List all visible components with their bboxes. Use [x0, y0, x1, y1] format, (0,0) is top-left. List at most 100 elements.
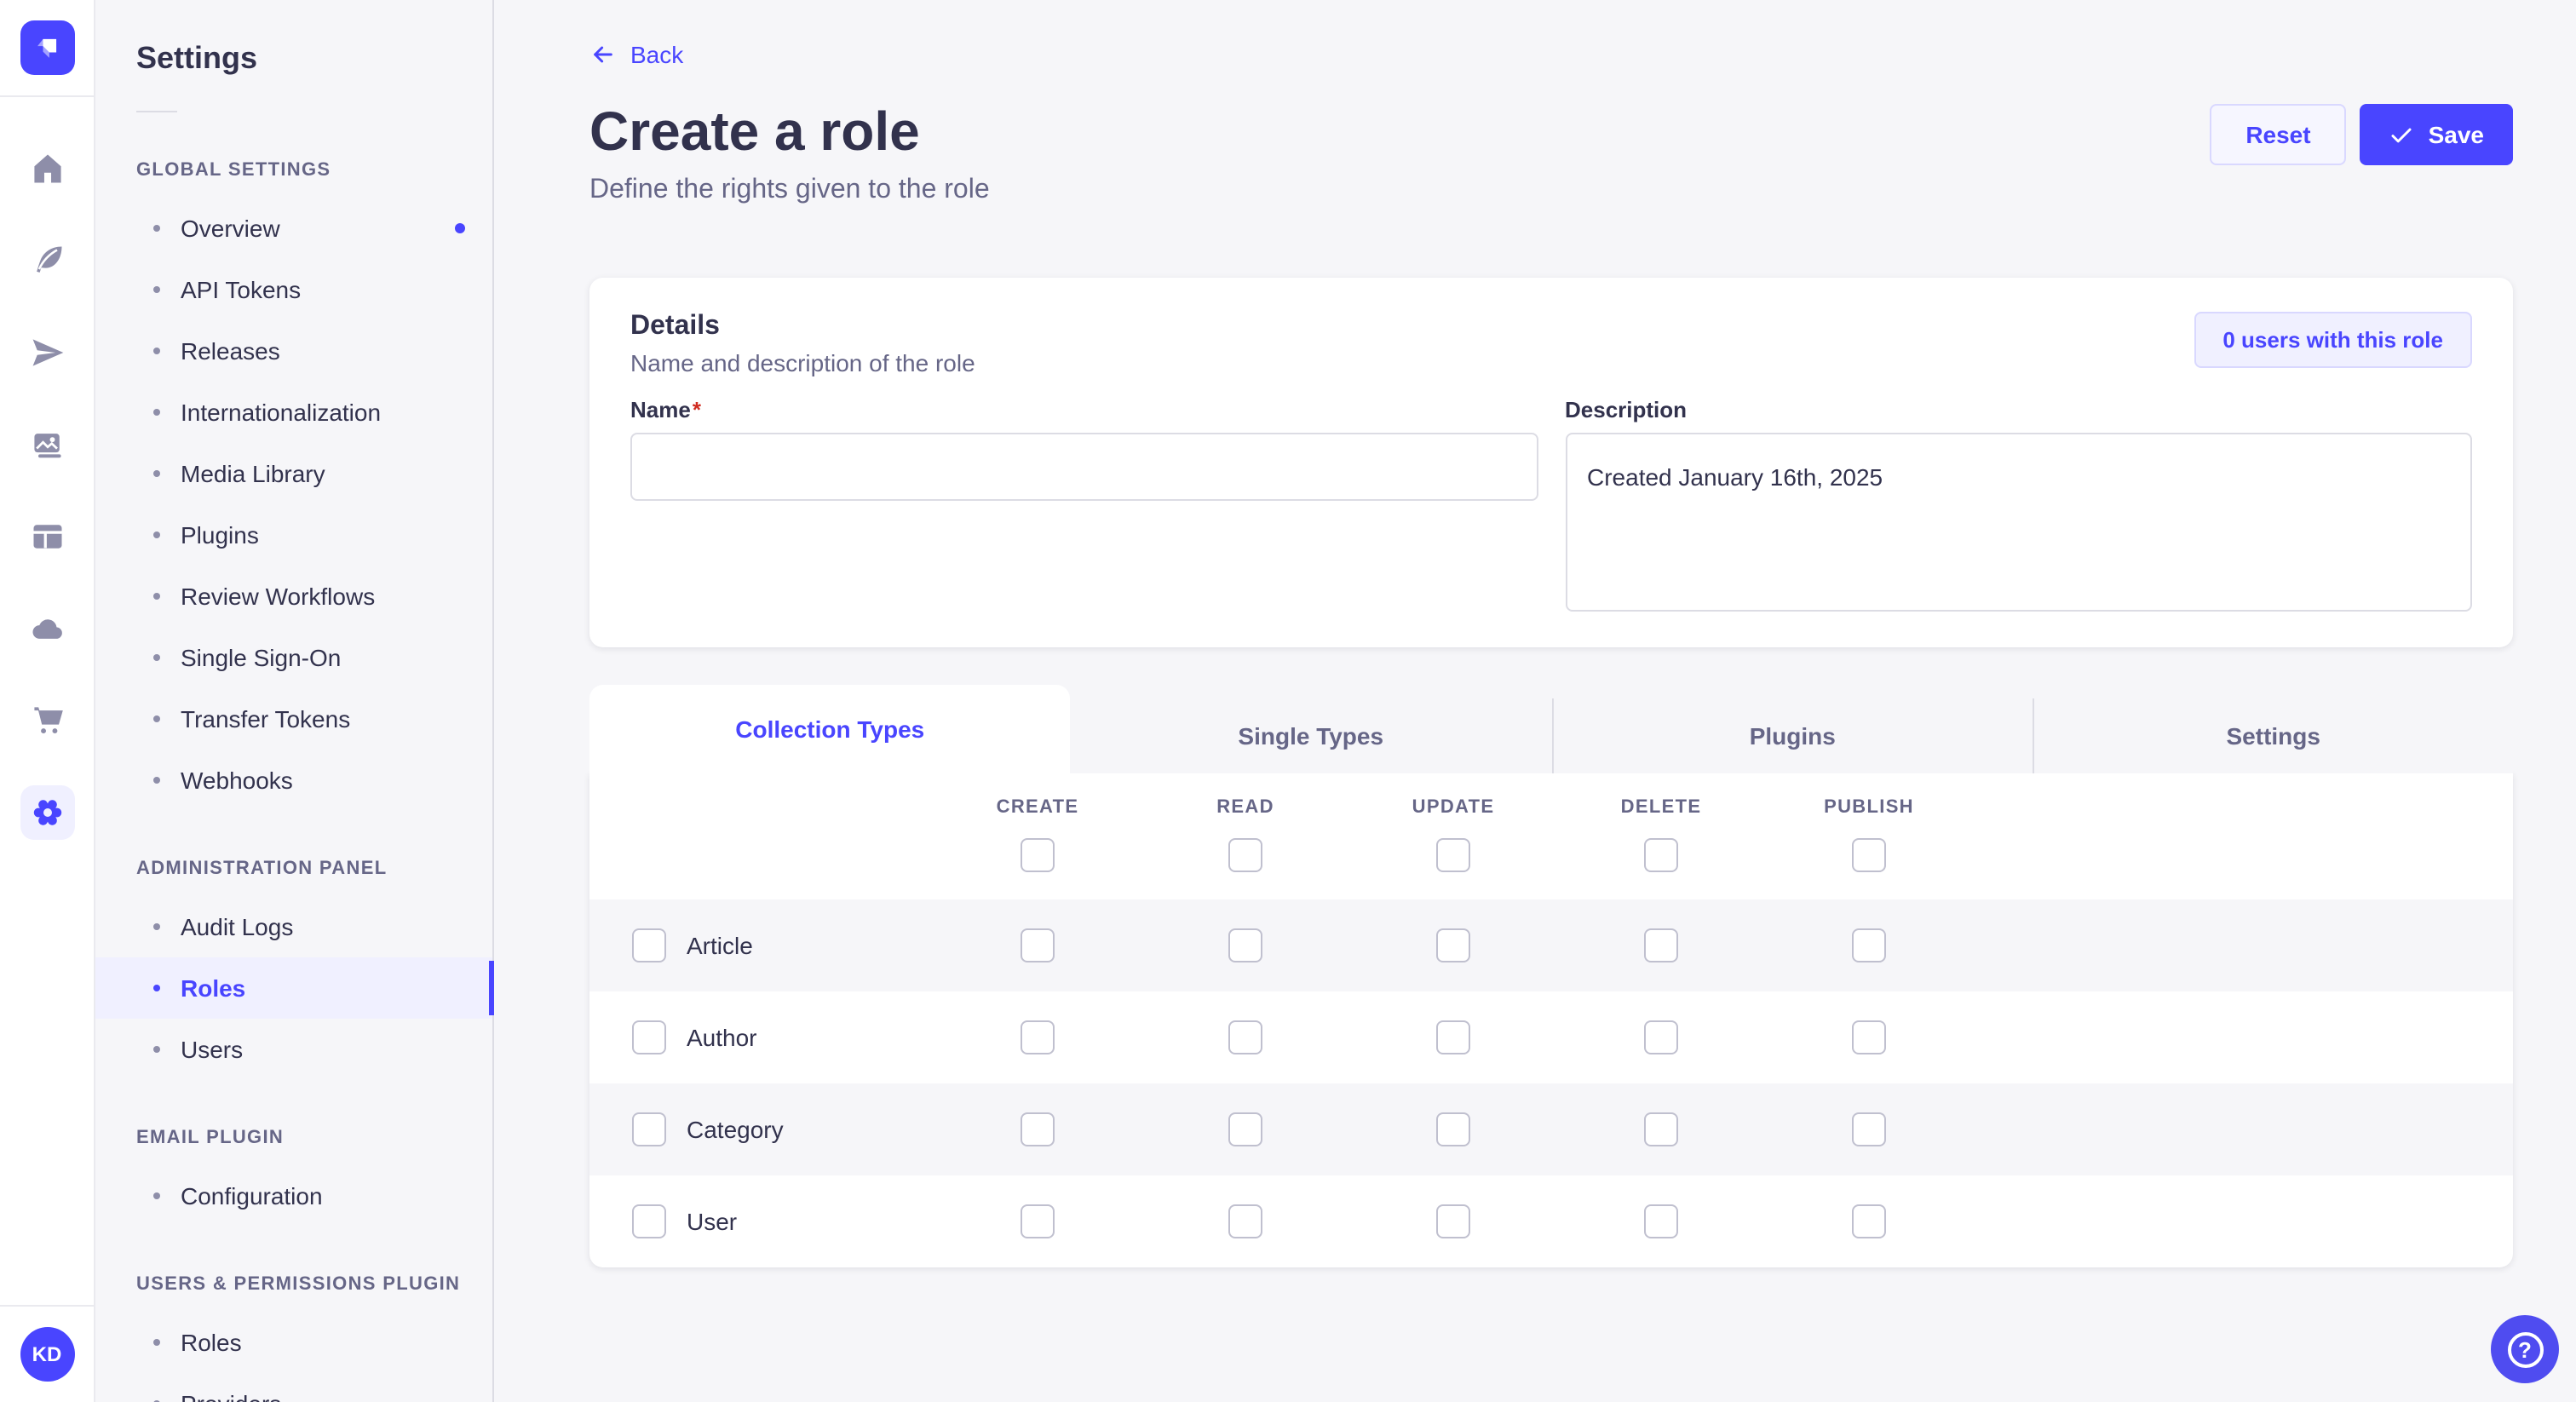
gear-icon[interactable] [20, 785, 74, 840]
section-users-permissions-plugin: USERS & PERMISSIONS PLUGIN [136, 1274, 461, 1295]
notification-dot [455, 223, 465, 233]
author-row-checkbox[interactable] [632, 1020, 666, 1054]
row-label: Author [687, 1024, 757, 1051]
user-row-checkbox[interactable] [632, 1204, 666, 1238]
main-content: Back Create a role Define the rights giv… [494, 0, 2576, 1402]
avatar[interactable]: KD [20, 1327, 74, 1382]
user-read-checkbox[interactable] [1228, 1204, 1262, 1238]
bullet-icon [153, 409, 160, 416]
back-link[interactable]: Back [589, 41, 683, 68]
sidebar-item-media-library[interactable]: Media Library [95, 443, 492, 504]
sidebar-item-single-sign-on[interactable]: Single Sign-On [95, 627, 492, 688]
sidebar-item-providers[interactable]: Providers [95, 1373, 492, 1402]
article-delete-checkbox[interactable] [1644, 928, 1678, 962]
column-header-read: READ [1216, 797, 1274, 818]
sidebar-item-review-workflows[interactable]: Review Workflows [95, 566, 492, 627]
sidebar-item-transfer-tokens[interactable]: Transfer Tokens [95, 688, 492, 750]
table-row-article: Article [589, 899, 2513, 991]
page-subtitle: Define the rights given to the role [589, 175, 990, 204]
arrow-left-icon [594, 46, 612, 63]
tab-single-types[interactable]: Single Types [1070, 698, 1551, 773]
name-input[interactable] [630, 433, 1538, 501]
author-delete-checkbox[interactable] [1644, 1020, 1678, 1054]
author-publish-checkbox[interactable] [1852, 1020, 1886, 1054]
author-create-checkbox[interactable] [1021, 1020, 1055, 1054]
sidebar-item-releases[interactable]: Releases [95, 320, 492, 382]
users-with-role-button[interactable]: 0 users with this role [2194, 312, 2472, 368]
sidebar-divider [136, 111, 177, 112]
home-icon[interactable] [20, 141, 74, 196]
category-create-checkbox[interactable] [1021, 1112, 1055, 1146]
cloud-icon[interactable] [20, 601, 74, 656]
category-publish-checkbox[interactable] [1852, 1112, 1886, 1146]
sidebar-item-roles-up[interactable]: Roles [95, 1312, 492, 1373]
page-title: Create a role [589, 101, 920, 162]
permissions-header: CREATE READ UPDATE DELETE PUBLISH [589, 773, 2513, 899]
required-asterisk: * [692, 397, 701, 422]
article-publish-checkbox[interactable] [1852, 928, 1886, 962]
select-all-delete-checkbox[interactable] [1644, 838, 1678, 872]
user-update-checkbox[interactable] [1436, 1204, 1470, 1238]
section-global-settings: GLOBAL SETTINGS [136, 160, 331, 181]
cart-icon[interactable] [20, 693, 74, 748]
table-row-user: User [589, 1175, 2513, 1267]
sidebar-item-roles-admin[interactable]: Roles [95, 957, 494, 1019]
bullet-icon [153, 1400, 160, 1402]
bullet-icon [153, 348, 160, 354]
details-card: Details Name and description of the role… [589, 278, 2513, 647]
bullet-icon [153, 985, 160, 991]
select-all-create-checkbox[interactable] [1021, 838, 1055, 872]
author-read-checkbox[interactable] [1228, 1020, 1262, 1054]
help-button[interactable]: ? [2491, 1315, 2559, 1383]
category-delete-checkbox[interactable] [1644, 1112, 1678, 1146]
sidebar-item-webhooks[interactable]: Webhooks [95, 750, 492, 811]
paper-plane-icon[interactable] [20, 325, 74, 380]
user-create-checkbox[interactable] [1021, 1204, 1055, 1238]
bullet-icon [153, 1192, 160, 1199]
feather-icon[interactable] [20, 233, 74, 288]
sidebar-item-overview[interactable]: Overview [95, 198, 492, 259]
table-row-author: Author [589, 991, 2513, 1083]
description-label: Description [1565, 397, 1688, 422]
media-library-icon[interactable] [20, 417, 74, 472]
select-all-publish-checkbox[interactable] [1852, 838, 1886, 872]
logo-section [0, 0, 94, 97]
article-update-checkbox[interactable] [1436, 928, 1470, 962]
row-label: Category [687, 1116, 784, 1143]
sidebar-item-api-tokens[interactable]: API Tokens [95, 259, 492, 320]
category-read-checkbox[interactable] [1228, 1112, 1262, 1146]
check-icon [2392, 127, 2412, 142]
description-field-group: Description Created January 16th, 2025 [1565, 397, 2472, 620]
tab-plugins[interactable]: Plugins [1551, 698, 2033, 773]
sidebar-item-internationalization[interactable]: Internationalization [95, 382, 492, 443]
article-create-checkbox[interactable] [1021, 928, 1055, 962]
strapi-logo-icon[interactable] [20, 20, 74, 75]
name-field-group: Name * [630, 397, 1538, 620]
article-read-checkbox[interactable] [1228, 928, 1262, 962]
column-header-update: UPDATE [1412, 797, 1495, 818]
tab-settings[interactable]: Settings [2032, 698, 2513, 773]
save-button[interactable]: Save [2360, 104, 2513, 165]
select-all-update-checkbox[interactable] [1436, 838, 1470, 872]
user-delete-checkbox[interactable] [1644, 1204, 1678, 1238]
article-row-checkbox[interactable] [632, 928, 666, 962]
permissions-table: CREATE READ UPDATE DELETE PUBLISH [589, 773, 2513, 1267]
author-update-checkbox[interactable] [1436, 1020, 1470, 1054]
category-update-checkbox[interactable] [1436, 1112, 1470, 1146]
sidebar-item-audit-logs[interactable]: Audit Logs [95, 896, 492, 957]
reset-button[interactable]: Reset [2210, 104, 2347, 165]
column-header-delete: DELETE [1620, 797, 1702, 818]
question-mark-icon: ? [2507, 1331, 2543, 1367]
layout-icon[interactable] [20, 509, 74, 564]
user-publish-checkbox[interactable] [1852, 1204, 1886, 1238]
section-administration-panel: ADMINISTRATION PANEL [136, 859, 388, 879]
select-all-read-checkbox[interactable] [1228, 838, 1262, 872]
tab-collection-types[interactable]: Collection Types [589, 685, 1071, 773]
bullet-icon [153, 1339, 160, 1346]
sidebar-item-users[interactable]: Users [95, 1019, 492, 1080]
sidebar-item-plugins[interactable]: Plugins [95, 504, 492, 566]
sidebar-item-configuration[interactable]: Configuration [95, 1165, 492, 1227]
description-textarea[interactable]: Created January 16th, 2025 [1565, 433, 2472, 612]
category-row-checkbox[interactable] [632, 1112, 666, 1146]
